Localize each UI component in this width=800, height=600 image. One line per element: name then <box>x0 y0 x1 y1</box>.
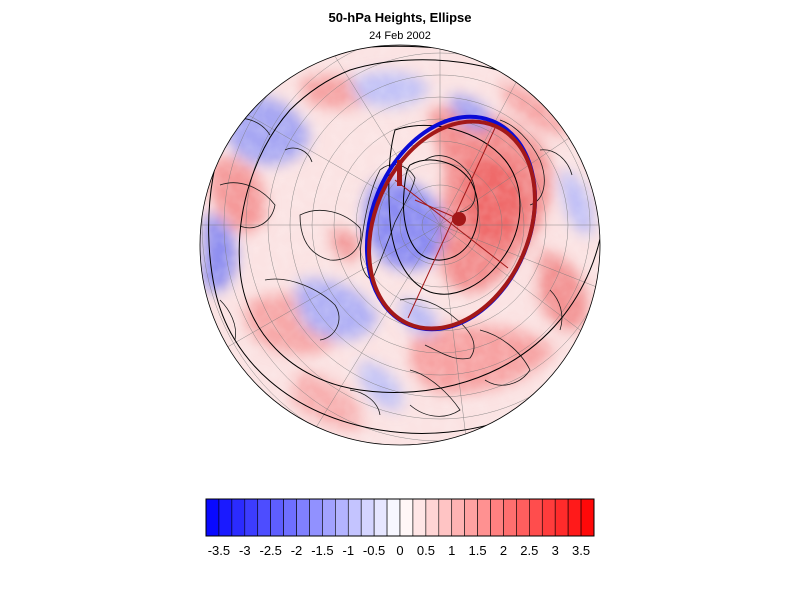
colorbar-cell <box>425 498 440 537</box>
colorbar-cell <box>529 498 543 537</box>
anomaly-field <box>200 45 600 445</box>
colorbar-cell <box>580 498 595 537</box>
colorbar-cell <box>257 498 271 537</box>
colorbar-cell <box>373 498 388 537</box>
colorbar-cell <box>399 498 414 537</box>
colorbar-tick-label: 3.5 <box>572 543 590 558</box>
colorbar-cell <box>412 498 427 537</box>
graticule <box>200 45 600 445</box>
colorbar-cell <box>477 498 491 537</box>
colorbar-cell <box>554 498 569 537</box>
colorbar-cell <box>516 498 530 537</box>
vortex-centroid-marker <box>452 212 466 226</box>
colorbar-cell <box>347 498 362 537</box>
centroid-leader <box>414 199 460 220</box>
colorbar-tick-label: -2 <box>291 543 303 558</box>
colorbar-tick-label: -0.5 <box>363 543 385 558</box>
colorbar-tick-label: 3 <box>552 543 559 558</box>
colorbar-cell <box>567 498 582 537</box>
colorbar-cell <box>205 498 220 537</box>
colorbar-cells <box>205 498 595 537</box>
map-title: 50-hPa Heights, Ellipse <box>328 10 472 25</box>
pole-marker <box>397 160 402 186</box>
colorbar-labels: -3.5 -3 -2.5 -2 -1.5 -1 -0.5 0 0.5 1 1.5 2 2.5 3 3.5 <box>208 543 590 558</box>
colorbar-tick-label: 2.5 <box>520 543 538 558</box>
colorbar-tick-label: 0 <box>396 543 403 558</box>
colorbar-tick-label: -2.5 <box>259 543 281 558</box>
colorbar-tick-label: 1.5 <box>469 543 487 558</box>
colorbar-cell <box>386 498 401 537</box>
colorbar-cell <box>541 498 556 537</box>
ellipse-major-axis <box>407 127 496 319</box>
colorbar-cell <box>451 498 465 537</box>
map-boundary <box>199 44 601 446</box>
colorbar-cell <box>270 498 284 537</box>
colorbar-cell <box>438 498 453 537</box>
colorbar-cell <box>360 498 375 537</box>
colorbar-cell <box>322 498 336 537</box>
colorbar-tick-label: 0.5 <box>417 543 435 558</box>
map-date: 24 Feb 2002 <box>369 30 431 42</box>
colorbar-tick-label: 1 <box>448 543 455 558</box>
colorbar-tick-label: -1.5 <box>311 543 333 558</box>
colorbar-tick-label: -3 <box>239 543 251 558</box>
vortex-ellipse-red <box>367 119 537 331</box>
colorbar-cell <box>309 498 323 537</box>
colorbar-cell <box>490 498 504 537</box>
colorbar-cell <box>503 498 517 537</box>
colorbar-tick-label: -1 <box>343 543 355 558</box>
colorbar-tick-label: 2 <box>500 543 507 558</box>
colorbar-tick-label: -3.5 <box>208 543 230 558</box>
colorbar-cell <box>296 498 310 537</box>
colorbar-cell <box>464 498 478 537</box>
colorbar-cell <box>335 498 349 537</box>
ellipse-minor-axis <box>394 179 509 269</box>
colorbar-outline <box>205 498 595 537</box>
colorbar-cell <box>218 498 233 537</box>
colorbar-cell <box>283 498 297 537</box>
colorbar-cell <box>231 498 246 537</box>
colorbar-cell <box>244 498 259 537</box>
